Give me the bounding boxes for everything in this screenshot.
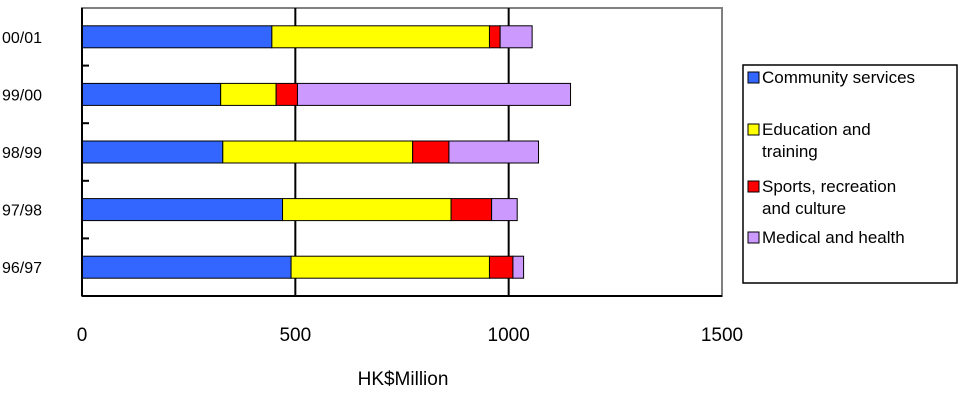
y-tick-label: 97/98 (2, 203, 42, 220)
y-tick-label: 96/97 (2, 260, 42, 277)
y-tick-label: 98/99 (2, 145, 42, 162)
x-tick-label: 500 (279, 325, 311, 346)
legend-label: training (762, 142, 818, 161)
x-tick-label: 1000 (488, 325, 530, 346)
x-tick-label: 0 (77, 325, 88, 346)
legend-box (742, 64, 958, 284)
legend-label: Medical and health (762, 228, 905, 247)
legend-swatch (747, 71, 760, 84)
bar-segment (448, 140, 540, 164)
legend-label: Education and (762, 120, 871, 139)
bar-segment (488, 25, 501, 49)
bar-segment (282, 198, 452, 222)
bar-segment (491, 198, 518, 222)
y-tick-label: 00/01 (2, 30, 42, 47)
x-tick-label: 1500 (701, 325, 743, 346)
legend-label: and culture (762, 199, 846, 218)
bars (81, 25, 572, 279)
legend-label: Community services (762, 68, 915, 87)
legend-swatch (747, 123, 760, 136)
y-axis-ticks: 00/01 99/00 98/99 97/98 96/97 (2, 30, 89, 277)
bar-segment (81, 140, 224, 164)
bar-segment (290, 255, 490, 279)
legend-label: Sports, recreation (762, 177, 896, 196)
bar-segment (296, 82, 572, 106)
x-axis-title: HK$Million (358, 369, 449, 390)
bar-segment (220, 82, 277, 106)
x-axis-tick-labels: 0 500 1000 1500 (77, 325, 743, 346)
bar-segment (275, 82, 298, 106)
legend-swatch (747, 231, 760, 244)
bar-segment (81, 198, 284, 222)
bar-segment (81, 25, 273, 49)
bar-segment (271, 25, 490, 49)
bar-segment (499, 25, 533, 49)
bar-segment (488, 255, 514, 279)
legend: Community services Education and training S… (742, 64, 958, 284)
legend-swatch (747, 180, 760, 193)
bar-segment (450, 198, 493, 222)
bar-segment (81, 82, 222, 106)
y-tick-label: 99/00 (2, 87, 42, 104)
bar-segment (412, 140, 450, 164)
bar-segment (512, 255, 525, 279)
bar-segment (222, 140, 414, 164)
bar-segment (81, 255, 292, 279)
